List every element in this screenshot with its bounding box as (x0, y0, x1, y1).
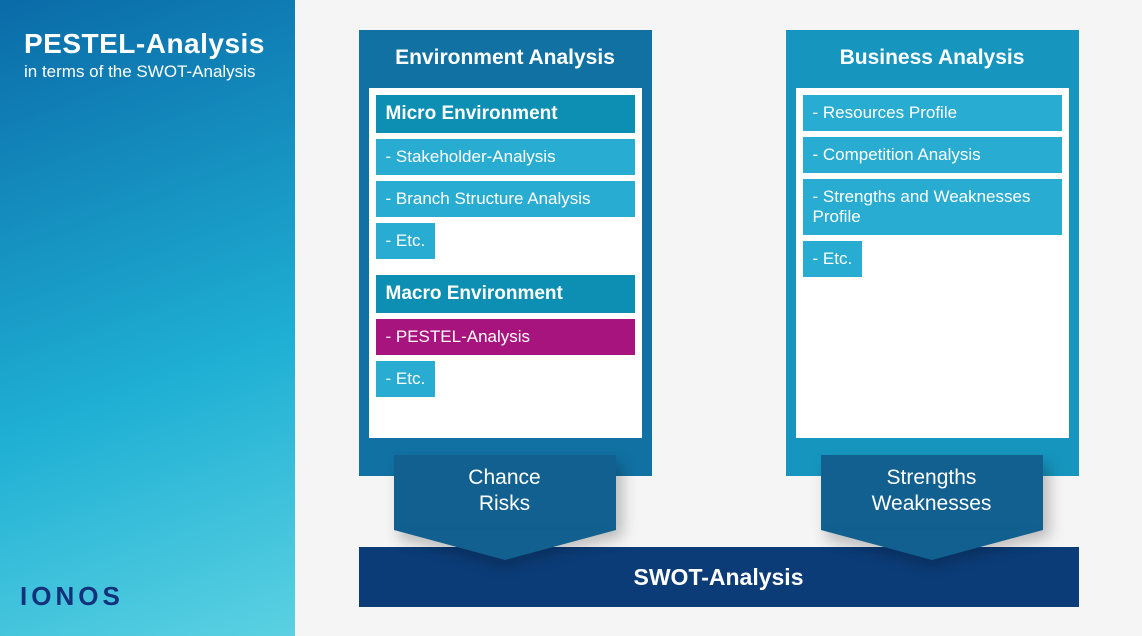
biz-item-etc: - Etc. (803, 241, 863, 277)
micro-item-stakeholder: - Stakeholder-Analysis (376, 139, 635, 175)
macro-env-header: Macro Environment (376, 275, 635, 313)
business-panel-title: Business Analysis (796, 46, 1069, 70)
micro-env-header: Micro Environment (376, 95, 635, 133)
env-arrow-line2: Risks (402, 491, 608, 517)
biz-item-resources: - Resources Profile (803, 95, 1062, 131)
env-arrow-line1: Chance (402, 465, 608, 491)
micro-item-branch: - Branch Structure Analysis (376, 181, 635, 217)
biz-item-strengths-weaknesses: - Strengths and Weaknesses Profile (803, 179, 1062, 235)
environment-panel-body: Micro Environment - Stakeholder-Analysis… (369, 88, 642, 438)
macro-item-etc: - Etc. (376, 361, 436, 397)
environment-panel: Environment Analysis Micro Environment -… (359, 30, 652, 476)
biz-arrow-line1: Strengths (829, 465, 1035, 491)
micro-item-etc: - Etc. (376, 223, 436, 259)
sidebar-subtitle: in terms of the SWOT-Analysis (24, 62, 271, 82)
diagram-area: Environment Analysis Micro Environment -… (359, 30, 1079, 476)
biz-arrow-line2: Weaknesses (829, 491, 1035, 517)
environment-panel-title: Environment Analysis (369, 46, 642, 70)
swot-label: SWOT-Analysis (634, 564, 804, 591)
macro-item-pestel: - PESTEL-Analysis (376, 319, 635, 355)
brand-logo: IONOS (20, 581, 124, 612)
main-canvas: Environment Analysis Micro Environment -… (295, 0, 1142, 636)
sidebar: PESTEL-Analysis in terms of the SWOT-Ana… (0, 0, 295, 636)
biz-item-competition: - Competition Analysis (803, 137, 1062, 173)
sidebar-title: PESTEL-Analysis (24, 28, 271, 60)
env-arrow-box: Chance Risks (394, 455, 616, 530)
columns: Environment Analysis Micro Environment -… (359, 30, 1079, 476)
biz-arrow-box: Strengths Weaknesses (821, 455, 1043, 530)
business-panel: Business Analysis - Resources Profile - … (786, 30, 1079, 476)
business-panel-body: - Resources Profile - Competition Analys… (796, 88, 1069, 438)
